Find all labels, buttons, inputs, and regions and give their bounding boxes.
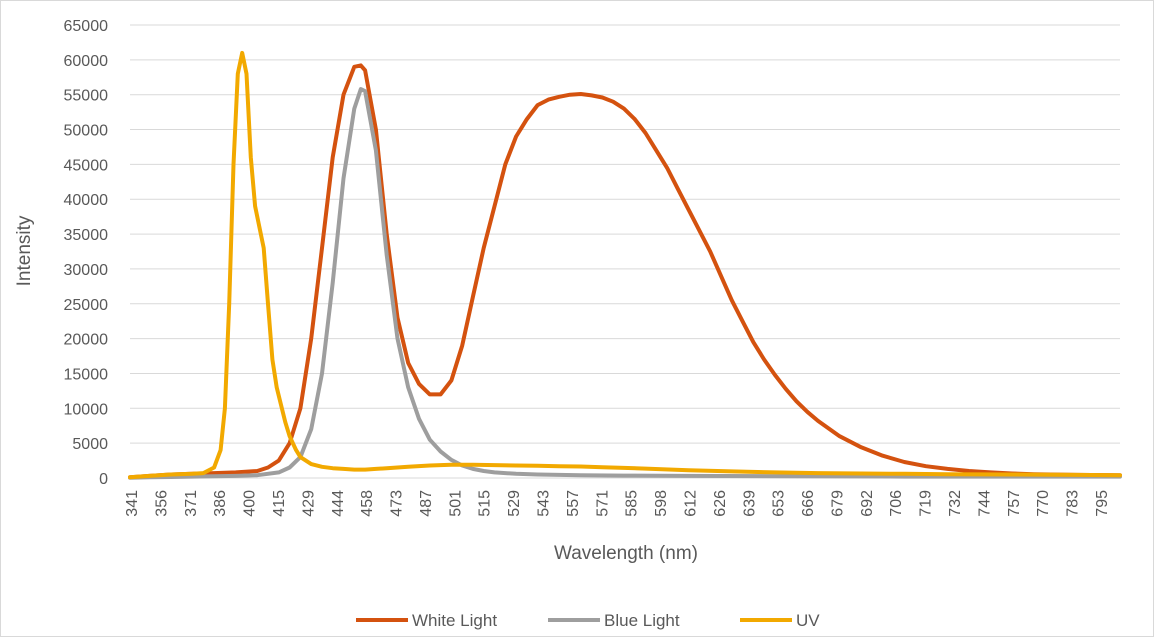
x-tick-label: 529 (506, 490, 523, 517)
x-tick-label: 557 (565, 490, 582, 517)
x-tick-label: 585 (624, 490, 641, 517)
legend-label: UV (796, 611, 820, 630)
x-tick-label: 706 (888, 490, 905, 517)
series-line-white-light (128, 63, 1122, 480)
x-tick-label: 571 (594, 490, 611, 517)
series-lines (128, 50, 1122, 480)
y-tick-label: 35000 (64, 227, 109, 244)
x-tick-label: 612 (682, 490, 699, 517)
x-tick-label: 341 (124, 490, 141, 517)
y-tick-label: 15000 (64, 366, 109, 383)
x-tick-label: 458 (359, 490, 376, 517)
x-tick-label: 543 (536, 490, 553, 517)
x-axis-title: Wavelength (nm) (554, 543, 698, 564)
series-line-uv (128, 50, 1122, 480)
y-tick-label: 50000 (64, 123, 109, 140)
x-tick-label: 666 (800, 490, 817, 517)
x-tick-label: 400 (242, 490, 259, 517)
y-tick-label: 5000 (72, 436, 108, 453)
y-tick-label: 55000 (64, 88, 109, 105)
x-tick-label: 515 (477, 490, 494, 517)
x-tick-label: 653 (771, 490, 788, 517)
y-tick-label: 40000 (64, 192, 109, 209)
x-tick-label: 415 (271, 490, 288, 517)
x-tick-label: 501 (447, 490, 464, 517)
legend-label: Blue Light (604, 611, 680, 630)
x-tick-label: 356 (153, 490, 170, 517)
x-tick-label: 679 (829, 490, 846, 517)
x-tick-label: 429 (300, 490, 317, 517)
x-tick-label: 757 (1006, 490, 1023, 517)
x-tick-label: 795 (1094, 490, 1111, 517)
legend-label: White Light (412, 611, 497, 630)
x-tick-label: 732 (947, 490, 964, 517)
legend: White Light Blue Light UV (356, 611, 820, 630)
x-tick-label: 371 (183, 490, 200, 517)
y-tick-label: 0 (99, 471, 108, 488)
x-tick-label: 598 (653, 490, 670, 517)
x-tick-label: 639 (741, 490, 758, 517)
x-tick-label: 386 (212, 490, 229, 517)
x-tick-label: 692 (859, 490, 876, 517)
y-tick-label: 20000 (64, 332, 109, 349)
y-tick-label: 45000 (64, 157, 109, 174)
y-axis-ticks: 0 5000 10000 15000 20000 25000 30000 35000 40000… (64, 18, 109, 488)
x-tick-label: 444 (330, 490, 347, 517)
y-tick-label: 10000 (64, 401, 109, 418)
x-tick-label: 744 (976, 490, 993, 517)
x-axis-ticks: 341 356 371 386 400 415 429 444 458 473 487 501 515 5… (124, 490, 1111, 517)
series-line-blue-light (128, 87, 1122, 480)
x-tick-label: 719 (918, 490, 935, 517)
y-tick-label: 25000 (64, 297, 109, 314)
y-axis-title: Intensity (14, 215, 35, 286)
x-tick-label: 626 (712, 490, 729, 517)
y-tick-label: 30000 (64, 262, 109, 279)
y-tick-label: 60000 (64, 53, 109, 70)
y-tick-label: 65000 (64, 18, 109, 35)
x-tick-label: 487 (418, 490, 435, 517)
x-tick-label: 473 (389, 490, 406, 517)
x-tick-label: 770 (1035, 490, 1052, 517)
x-tick-label: 783 (1065, 490, 1082, 517)
